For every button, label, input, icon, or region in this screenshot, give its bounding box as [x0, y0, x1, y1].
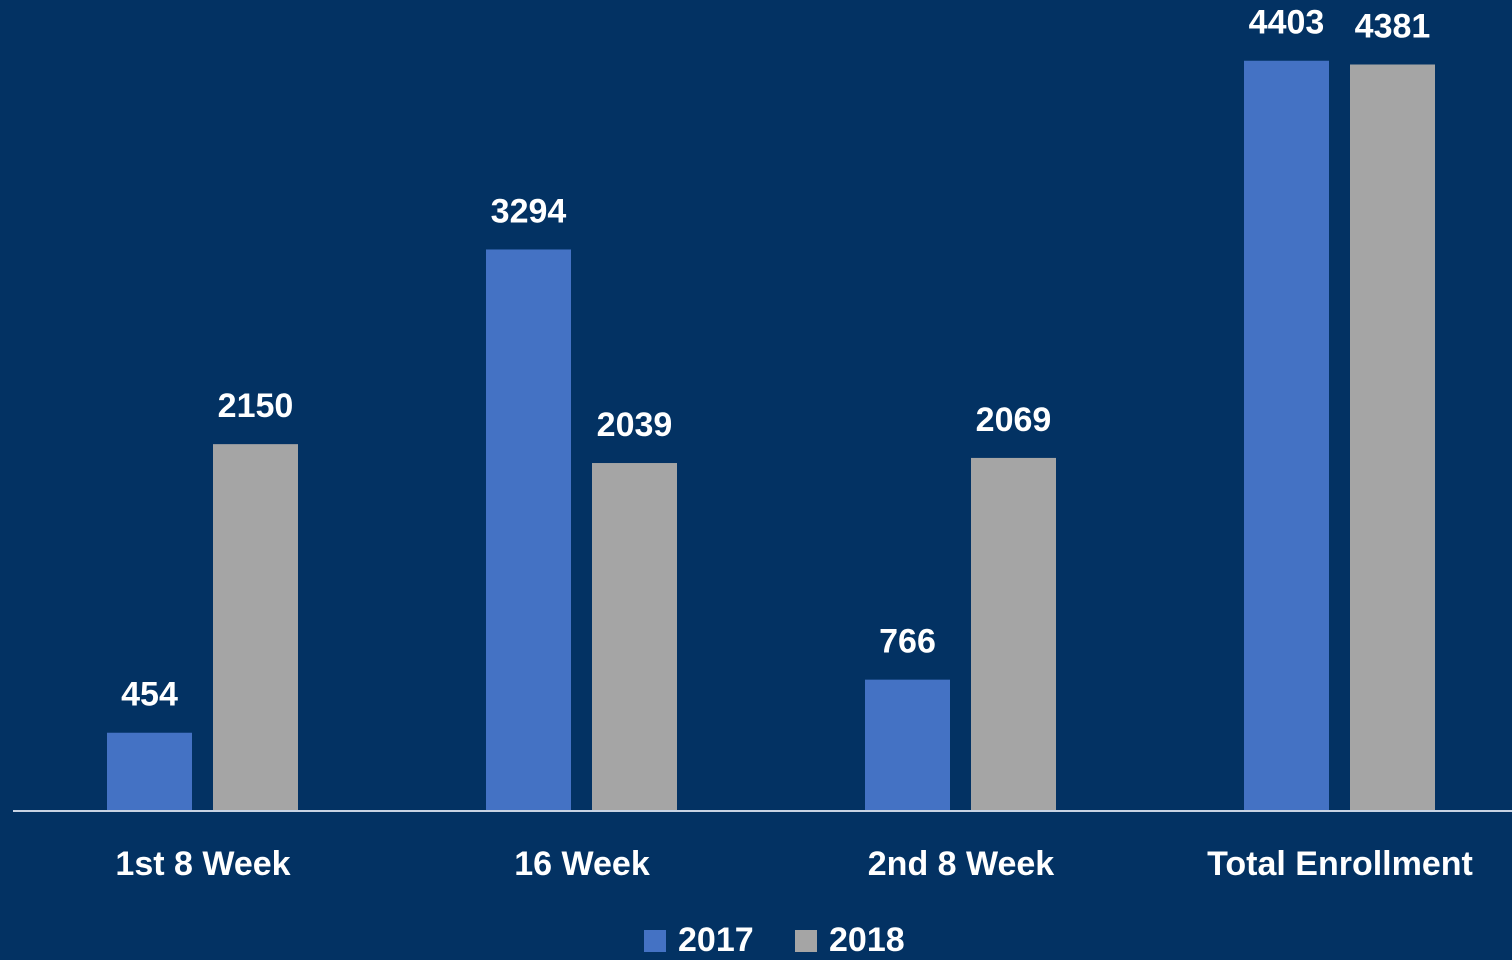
- data-label: 2069: [976, 401, 1052, 439]
- data-label: 2150: [218, 387, 294, 425]
- data-label: 3294: [491, 192, 567, 230]
- bar: [865, 679, 950, 810]
- bar: [971, 457, 1056, 810]
- bar: [1350, 64, 1435, 810]
- legend-label: 2018: [829, 921, 905, 959]
- data-label: 766: [879, 623, 936, 661]
- bar: [486, 249, 571, 811]
- data-label: 2039: [597, 406, 673, 444]
- x-tick-label: Total Enrollment: [1207, 845, 1473, 883]
- x-tick-label: 16 Week: [514, 845, 650, 883]
- legend-swatch: [644, 930, 666, 952]
- bar: [592, 463, 677, 810]
- data-label: 4381: [1355, 7, 1431, 45]
- bar: [213, 444, 298, 810]
- x-tick-label: 1st 8 Week: [115, 845, 290, 883]
- bar: [1244, 60, 1329, 810]
- bar: [107, 732, 192, 810]
- legend-swatch: [795, 930, 817, 952]
- legend-label: 2017: [678, 921, 754, 959]
- x-tick-label: 2nd 8 Week: [868, 845, 1055, 883]
- data-label: 454: [121, 676, 178, 714]
- data-label: 4403: [1249, 4, 1325, 42]
